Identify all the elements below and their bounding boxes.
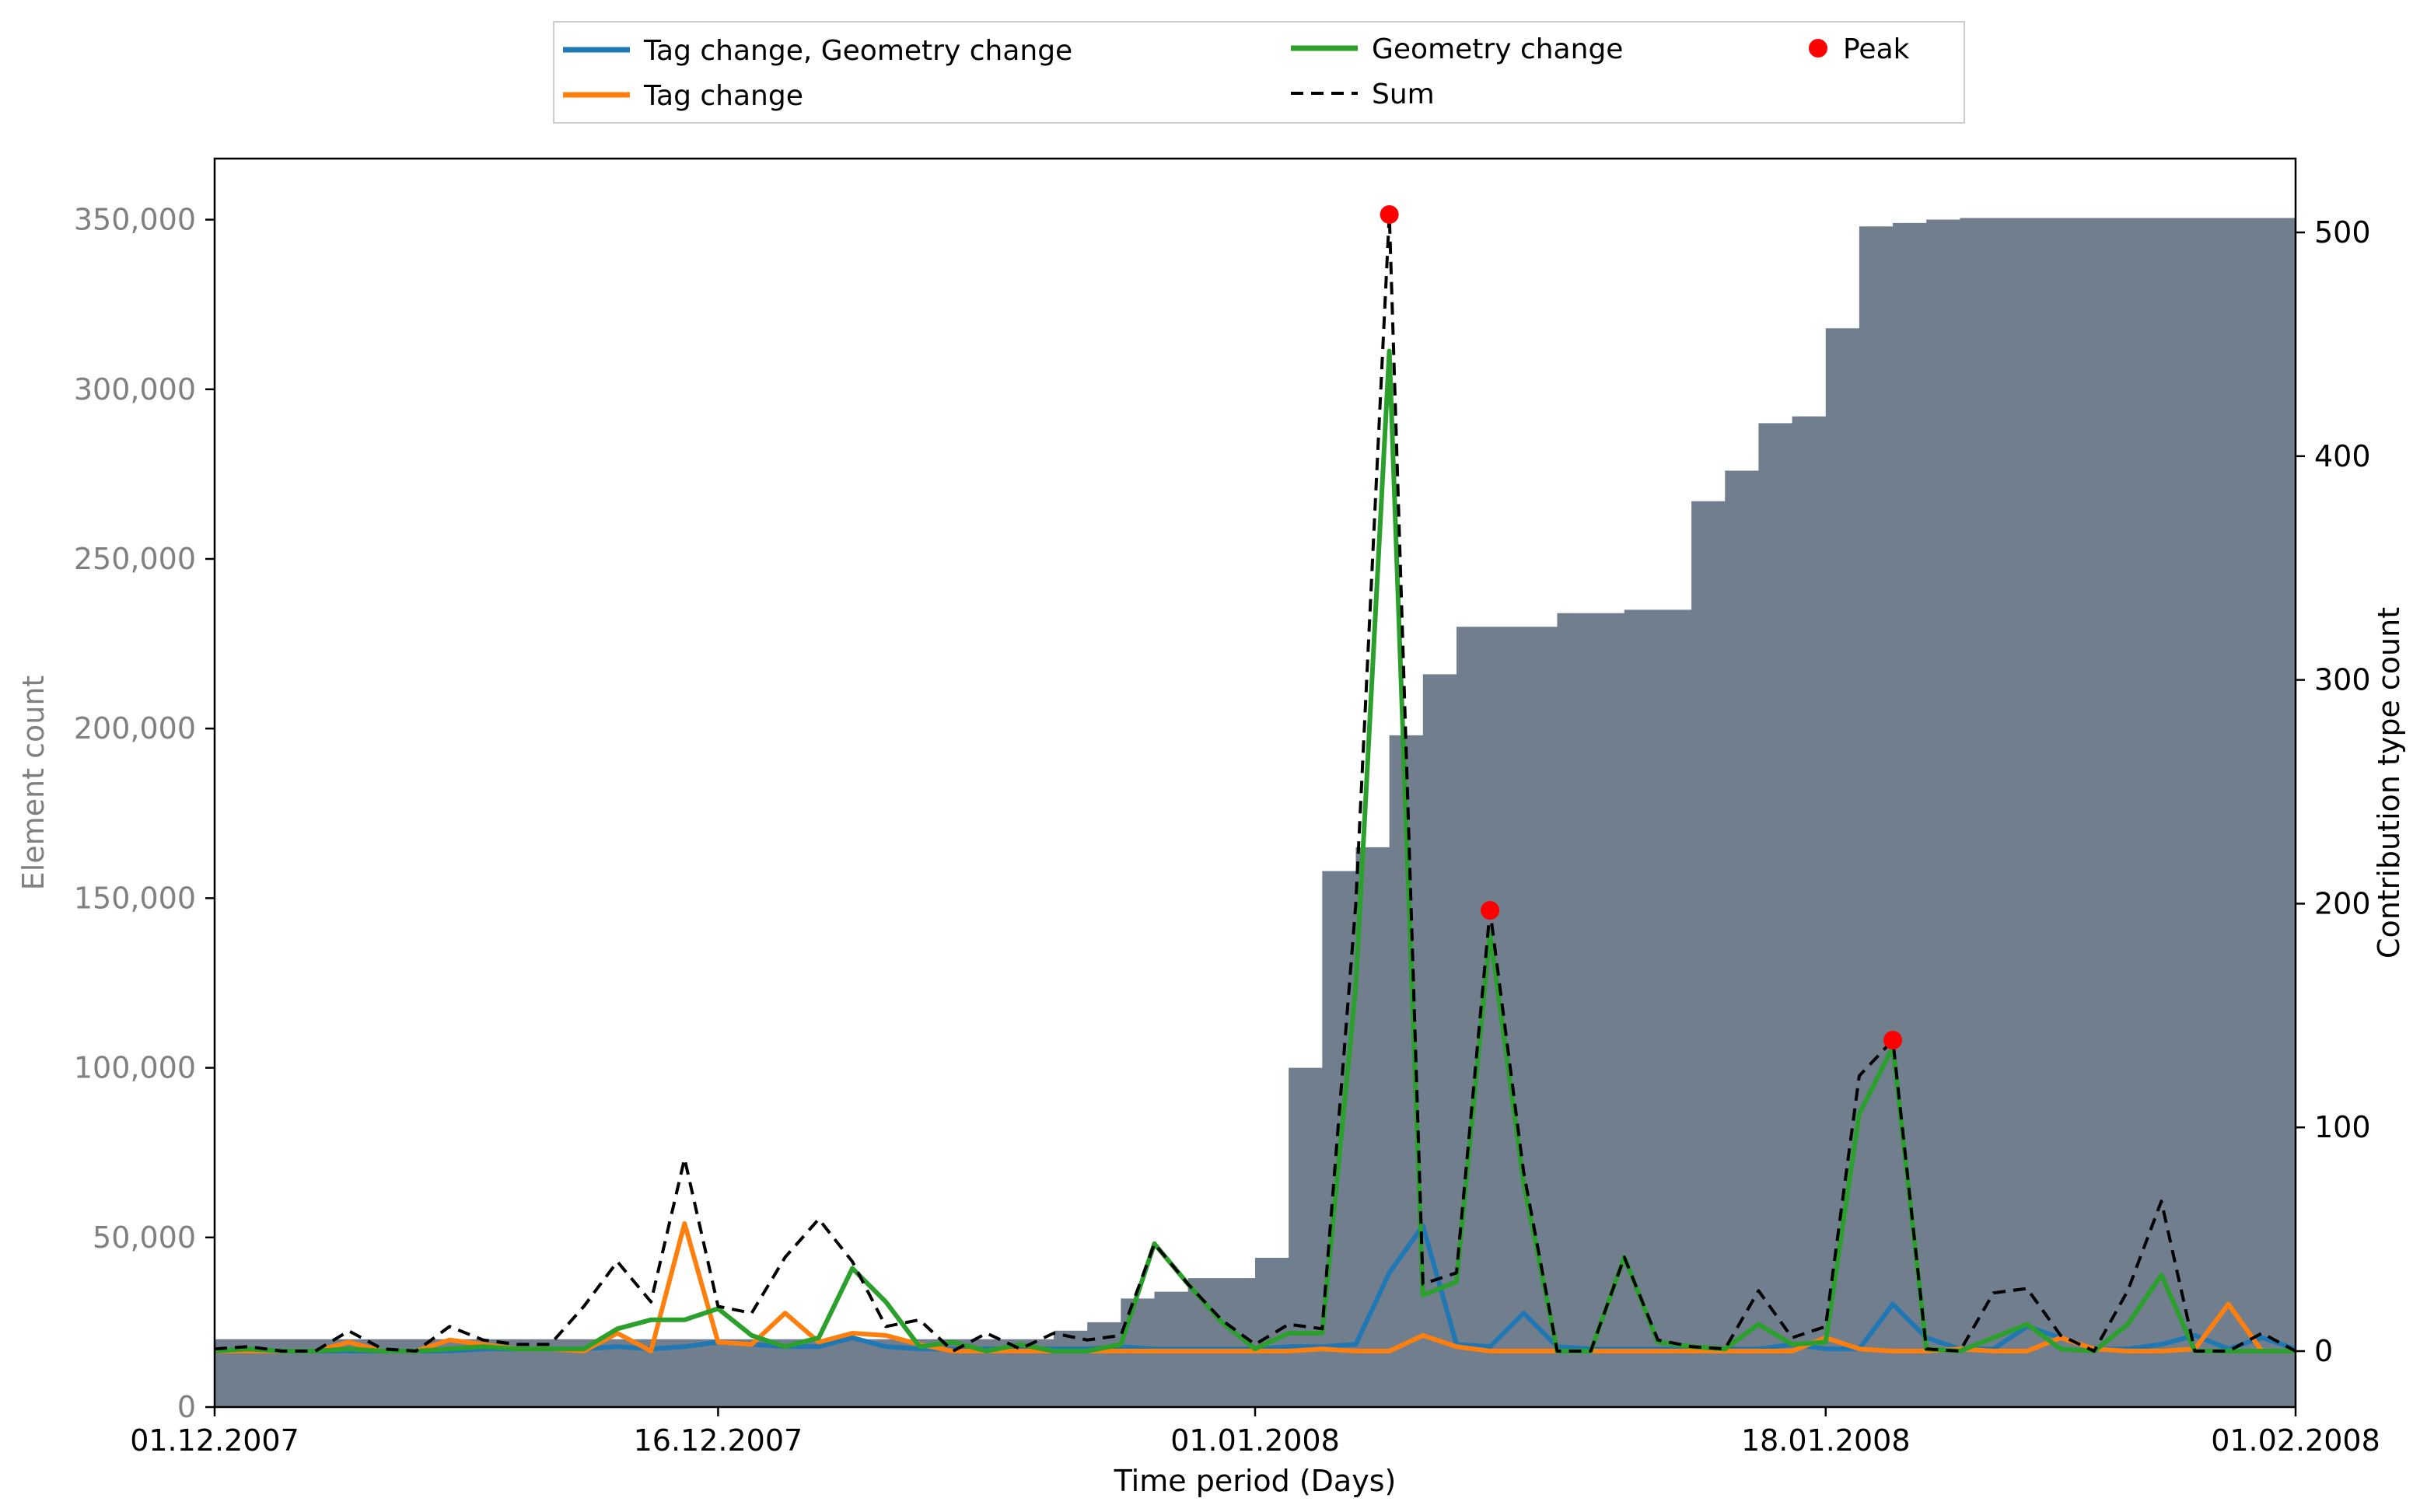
legend-tag-label: Tag change: [643, 80, 803, 112]
peak-marker: [1481, 901, 1500, 920]
y-left-tick-label: 350,000: [74, 203, 196, 237]
peak-marker: [1883, 1030, 1903, 1049]
y-right-tick-label: 300: [2314, 663, 2371, 697]
y-axis-right: 0 100 200 300 400 500: [2296, 215, 2371, 1368]
y-right-tick-label: 200: [2314, 886, 2371, 920]
series-lines-layer: [214, 213, 2296, 1353]
element-count-area: [215, 218, 2296, 1407]
y-left-tick-label: 200,000: [74, 711, 196, 746]
y-right-tick-label: 400: [2314, 439, 2371, 473]
x-tick-label: 18.01.2008: [1741, 1423, 1911, 1458]
y-left-tick-label: 250,000: [74, 542, 196, 576]
y-left-tick-label: 150,000: [74, 881, 196, 915]
legend-sum-label: Sum: [1372, 79, 1435, 110]
y-axis-right-title: Contribution type count: [2372, 607, 2406, 959]
x-axis: 01.12.2007 16.12.2007 01.01.2008 18.01.2008…: [130, 1407, 2380, 1458]
y-left-tick-label: 300,000: [74, 372, 196, 407]
y-left-tick-label: 50,000: [93, 1220, 196, 1255]
x-tick-label: 16.12.2007: [634, 1423, 803, 1458]
series-line-sum: [214, 213, 2296, 1353]
legend: Tag change, Geometry change Tag change Geo…: [553, 21, 1965, 124]
y-axis-left-title: Element count: [16, 676, 51, 891]
peak-markers-layer: [1380, 204, 1903, 1049]
y-left-tick-label: 100,000: [74, 1051, 196, 1085]
y-axis-left: 0 50,000 100,000 150,000 200,000 250,000 300,0…: [74, 203, 215, 1424]
legend-peak-marker: [1809, 39, 1827, 58]
y-right-tick-label: 100: [2314, 1110, 2371, 1144]
element-count-area-layer: [215, 218, 2296, 1407]
y-right-tick-label: 500: [2314, 215, 2371, 250]
legend-geom-label: Geometry change: [1372, 33, 1623, 65]
y-right-tick-label: 0: [2314, 1334, 2333, 1368]
x-tick-label: 01.02.2008: [2211, 1423, 2380, 1458]
x-tick-label: 01.01.2008: [1170, 1423, 1340, 1458]
y-left-tick-label: 0: [177, 1390, 196, 1424]
legend-peak-label: Peak: [1843, 33, 1910, 65]
x-tick-label: 01.12.2007: [130, 1423, 299, 1458]
legend-tag-geom-label: Tag change, Geometry change: [643, 35, 1072, 67]
x-axis-title: Time period (Days): [1114, 1464, 1397, 1498]
peak-marker: [1380, 204, 1399, 224]
legend-box: [553, 21, 1965, 124]
